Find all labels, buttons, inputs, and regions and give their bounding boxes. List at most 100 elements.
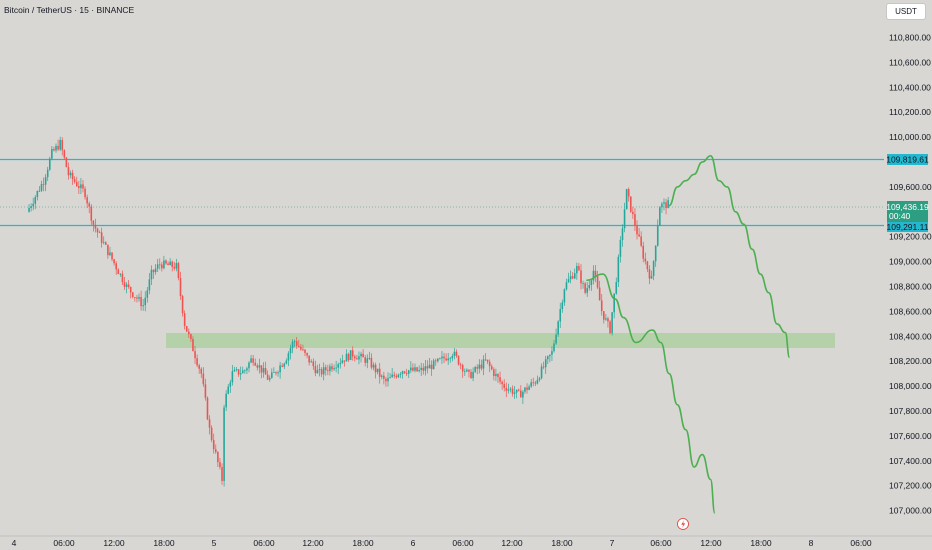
candle-body [424,366,427,371]
candle-body [447,358,449,361]
candle-body [544,359,547,368]
time-tick-label: 12:00 [700,538,722,548]
candle-body [78,186,80,189]
candle-body [217,452,219,463]
candle-body [611,312,613,334]
candle-body [273,372,275,373]
currency-button[interactable]: USDT [886,3,926,20]
candle-body [55,145,57,151]
candle-body [156,264,159,269]
candle-body [445,358,447,361]
candle-body [380,375,383,377]
candle-body [304,349,306,353]
candle-body [248,362,250,369]
plot-area[interactable] [0,0,884,536]
candle-body [146,290,149,298]
candle-body [65,157,68,168]
candle-body [555,334,557,344]
candle-body [281,365,283,367]
candle-body [92,220,95,225]
candle-body [198,365,200,369]
candle-body [395,375,398,378]
candle-body [28,207,30,212]
candle-body [308,355,310,363]
candle-body [600,300,603,312]
projection-path-1[interactable] [668,154,791,359]
candle-body [38,190,41,192]
candle-body [121,273,124,283]
candle-body [513,392,516,394]
time-tick-label: 6 [411,538,416,548]
candle-body [501,381,503,385]
candle-body [439,358,441,360]
candle-body [127,284,130,287]
candle-body [173,266,176,269]
candle-body [457,355,460,365]
candle-body [524,387,526,392]
candle-body [374,364,377,373]
lightning-icon[interactable] [677,518,689,530]
candle-body [551,351,553,355]
candle-body [67,167,70,176]
candle-body [368,357,371,359]
candle-body [169,261,171,266]
candle-body [343,360,346,362]
candle-body [123,282,126,287]
candle-body [453,351,456,356]
candle-body [405,372,408,374]
candle-body [615,282,618,294]
candle-body [347,353,350,361]
candle-body [48,158,51,170]
candle-body [57,145,59,150]
candle-body [546,356,549,360]
projection-path-2[interactable] [586,273,716,514]
candle-body [594,270,597,277]
price-axis[interactable] [884,0,932,550]
candle-body [505,387,508,391]
candle-body [208,419,211,428]
candle-body [119,273,122,275]
candle-body [625,189,628,210]
candle-body [105,242,107,245]
time-tick-label: 12:00 [103,538,125,548]
candle-body [644,258,647,262]
lower-level-label: 109,291.11 [887,222,929,232]
time-axis[interactable] [0,536,884,550]
candle-body [36,190,39,198]
candle-body [619,239,622,257]
candle-body [351,350,354,357]
candle-body [648,269,651,279]
candle-body [262,368,265,373]
candle-body [646,261,649,270]
current-price-label: 109,436.19 [886,202,929,212]
candle-body [219,462,221,468]
price-tick-label: 108,000.00 [889,381,932,391]
candle-body [275,372,277,374]
candle-body [181,295,184,314]
candle-body [310,361,313,363]
support-zone[interactable] [166,333,835,348]
candle-body [497,373,499,378]
candle-body [316,370,319,374]
price-tick-label: 109,600.00 [889,182,932,192]
candle-body [53,149,55,151]
price-tick-label: 107,600.00 [889,431,932,441]
candle-body [650,276,653,279]
candle-body [549,354,551,357]
candle-body [609,321,611,334]
time-tick-label: 06:00 [850,538,872,548]
candle-body [113,259,115,264]
candle-body [526,387,528,390]
candle-body [430,364,433,370]
price-tick-label: 107,400.00 [889,456,932,466]
candle-body [482,359,485,369]
projection-paths[interactable] [586,154,791,514]
candle-body [632,211,634,215]
candle-body [393,374,396,376]
candles[interactable] [28,136,669,487]
candle-body [389,377,391,379]
price-tick-label: 110,000.00 [889,132,931,142]
candle-body [663,202,665,204]
candle-body [107,244,109,256]
